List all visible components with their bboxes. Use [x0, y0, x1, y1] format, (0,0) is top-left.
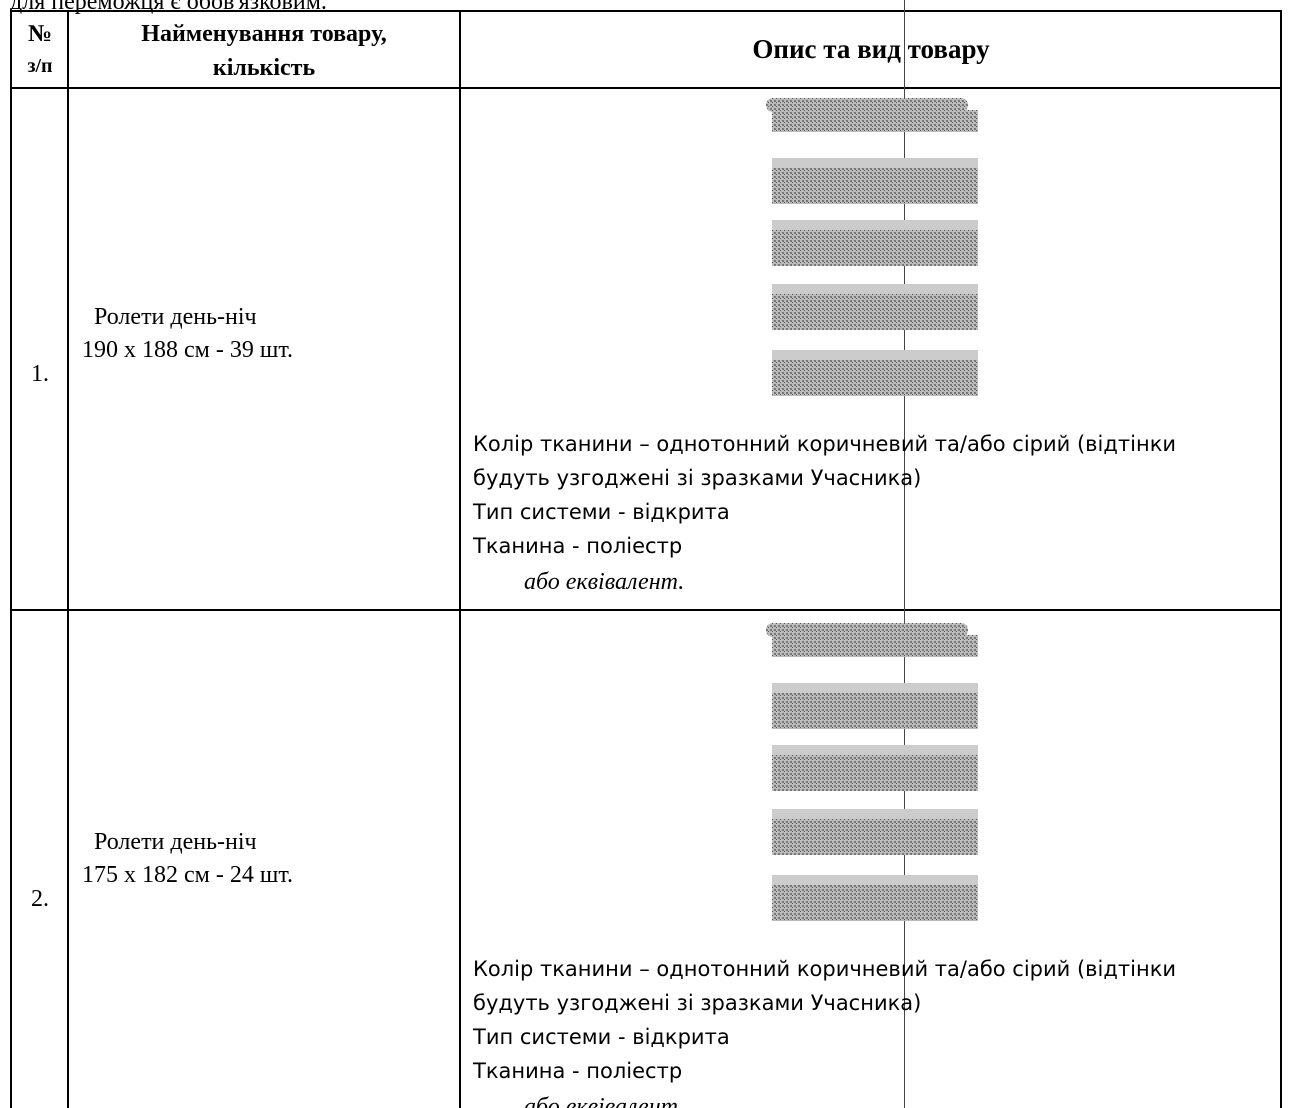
border [10, 87, 1282, 89]
description-line: Колір тканини – однотонний коричневий та… [473, 957, 1177, 981]
header-number: № [27, 21, 53, 47]
border [10, 10, 12, 1108]
description-line: Тканина - поліестр [473, 1059, 683, 1083]
border [10, 609, 1282, 611]
header-name: Найменування товару, [141, 21, 387, 47]
item-name: 190 х 188 см - 39 шт. [82, 337, 293, 363]
description-line: будуть узгоджені зі зразками Учасника) [473, 991, 922, 1015]
equivalent: або еквівалент. [524, 1094, 685, 1108]
product-image [766, 623, 978, 921]
row-number: 2. [31, 886, 49, 912]
description-line: Тип системи - відкрита [473, 500, 730, 524]
header-number: з/п [27, 55, 53, 77]
description-line: Тканина - поліестр [473, 534, 683, 558]
description-line: будуть узгоджені зі зразками Учасника) [473, 466, 922, 490]
border [459, 10, 461, 1108]
item-name: 175 х 182 см - 24 шт. [82, 862, 293, 888]
description-line: Колір тканини – однотонний коричневий та… [473, 432, 1177, 456]
item-name: Ролети день-ніч [94, 829, 257, 855]
description-line: Тип системи - відкрита [473, 1025, 730, 1049]
scan-artifact [904, 0, 905, 1108]
border [1280, 10, 1282, 1108]
equivalent: або еквівалент. [524, 569, 685, 595]
border [67, 10, 69, 1108]
product-image [766, 98, 978, 396]
header-description: Опис та вид товару [752, 34, 990, 64]
border [10, 10, 1282, 12]
row-number: 1. [31, 361, 49, 387]
header-name: кількість [212, 55, 316, 81]
item-name: Ролети день-ніч [94, 304, 257, 330]
